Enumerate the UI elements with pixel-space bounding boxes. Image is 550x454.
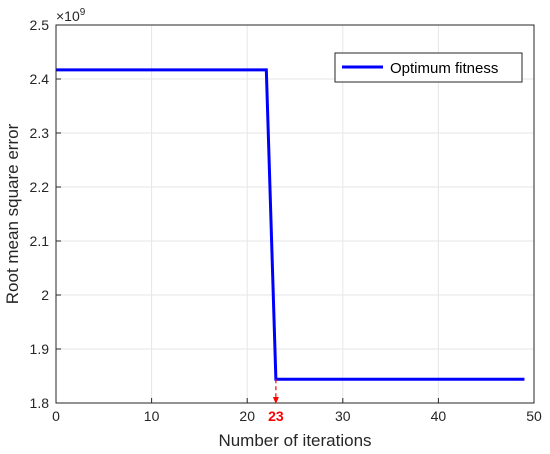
y-tick-label: 2: [41, 287, 49, 303]
ticks: 0 10 20 30 40 50 1.8 1.9 2 2.1 2.2 2.3 2.4 2.5: [30, 17, 542, 424]
y-exponent-power: 9: [80, 7, 86, 18]
annotation-label: 23: [268, 408, 284, 424]
y-tick-label: 2.4: [30, 71, 50, 87]
x-tick-label: 10: [144, 408, 160, 424]
legend: Optimum fitness: [334, 52, 523, 83]
x-tick-label: 50: [526, 408, 542, 424]
x-tick-label: 40: [431, 408, 447, 424]
y-tick-label: 1.8: [30, 395, 50, 411]
x-axis-label: Number of iterations: [218, 431, 371, 450]
plot-area: [56, 25, 534, 403]
y-tick-label: 2.1: [30, 233, 50, 249]
series-line: [56, 68, 525, 381]
annotation-layer: 23: [268, 379, 284, 424]
series-layer: [56, 68, 525, 381]
y-tick-label: 2.5: [30, 17, 50, 33]
y-tick-label: 2.3: [30, 125, 50, 141]
y-axis-label: Root mean square error: [3, 123, 22, 304]
annotation-arrowhead: [272, 397, 279, 404]
y-tick-label: 1.9: [30, 341, 50, 357]
legend-label: Optimum fitness: [390, 60, 498, 77]
plot-frame: [55, 24, 535, 404]
x-tick-label: 20: [239, 408, 255, 424]
x-tick-label: 30: [335, 408, 351, 424]
x-tick-label: 0: [52, 408, 60, 424]
y-exponent-label: ×109: [56, 7, 86, 24]
y-tick-label: 2.2: [30, 179, 50, 195]
